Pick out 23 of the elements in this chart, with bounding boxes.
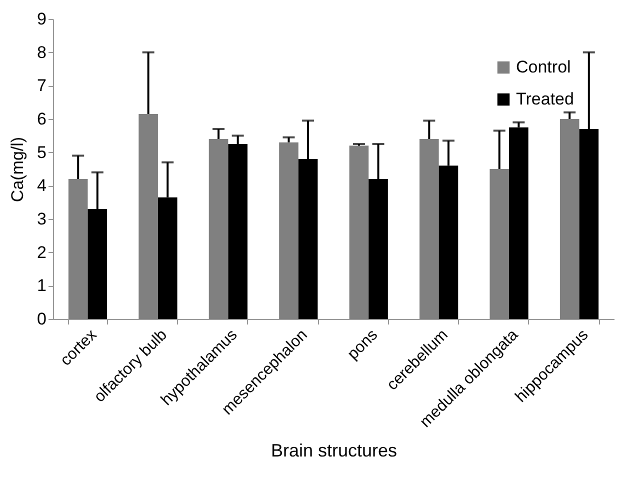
y-tick-label: 3 [37, 210, 46, 228]
bar [68, 179, 88, 319]
x-axis-title: Brain structures [270, 440, 398, 460]
bar [420, 139, 439, 319]
bar [560, 119, 580, 319]
y-tick-label: 4 [37, 176, 46, 196]
y-tick-label: 8 [37, 42, 46, 62]
bar [208, 139, 228, 319]
bar [279, 142, 298, 319]
bar [509, 127, 528, 319]
y-tick-label: 9 [37, 10, 46, 28]
y-tick-label: 6 [37, 110, 46, 128]
y-tick-label: 0 [37, 310, 46, 328]
bar [490, 169, 510, 319]
legend-label: Control [516, 58, 571, 76]
bar [349, 146, 369, 319]
y-tick-label: 1 [37, 276, 46, 296]
y-tick-label: 5 [37, 142, 46, 162]
y-tick-label: 7 [37, 76, 46, 96]
y-axis-title: Ca(mg/l) [8, 136, 28, 202]
y-tick-label: 2 [37, 242, 46, 262]
bar [138, 114, 158, 319]
legend-label: Treated [516, 90, 574, 108]
